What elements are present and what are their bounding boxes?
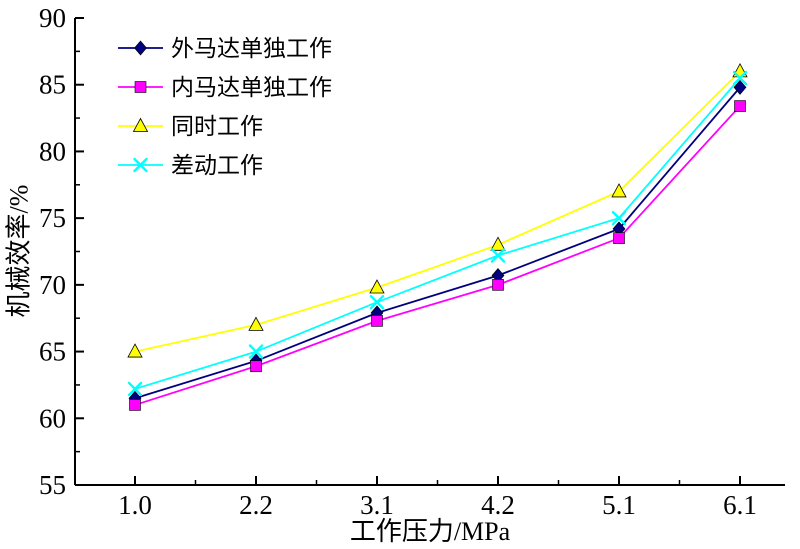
square-marker-icon (492, 279, 504, 291)
legend-item: 外马达单独工作 (118, 36, 332, 61)
square-marker-icon (734, 100, 746, 112)
legend-item: 同时工作 (118, 114, 263, 139)
y-tick-label: 75 (39, 203, 66, 233)
x-tick-label: 5.1 (602, 490, 636, 520)
series-line (134, 77, 741, 390)
triangle-marker-icon (127, 343, 143, 358)
legend-label: 同时工作 (171, 114, 263, 139)
series-line (134, 86, 741, 400)
series-triangle (127, 63, 748, 358)
x-tick-label: 6.1 (723, 490, 757, 520)
legend-item: 差动工作 (118, 153, 263, 178)
triangle-marker-icon (132, 117, 149, 132)
x-axis-title: 工作压力/MPa (349, 517, 511, 546)
y-tick-label: 90 (39, 3, 66, 33)
x-marker-icon (127, 381, 143, 397)
square-marker-icon (371, 315, 383, 327)
x-tick-label: 2.2 (239, 490, 273, 520)
y-tick-label: 55 (39, 470, 66, 500)
legend-item: 内马达单独工作 (118, 75, 332, 100)
triangle-marker-icon (611, 183, 627, 198)
x-marker-icon (248, 344, 264, 359)
y-tick-label: 85 (39, 70, 66, 100)
y-tick-label: 65 (39, 337, 66, 367)
series-line (134, 70, 741, 353)
diamond-marker-icon (134, 40, 147, 56)
x-marker-icon (611, 210, 627, 226)
y-tick-label: 80 (39, 136, 66, 166)
x-tick-label: 4.2 (481, 490, 515, 520)
x-marker-icon (133, 157, 148, 173)
series-square (129, 100, 746, 411)
x-tick-label: 3.1 (360, 490, 394, 520)
diamond-marker-icon (733, 79, 747, 95)
square-marker-icon (613, 232, 625, 244)
triangle-marker-icon (248, 316, 264, 331)
x-marker-icon (490, 248, 506, 263)
x-tick-label: 1.0 (118, 490, 152, 520)
series-x (127, 70, 748, 397)
x-marker-icon (369, 295, 385, 310)
legend-label: 外马达单独工作 (171, 36, 332, 61)
square-marker-icon (129, 399, 141, 411)
triangle-marker-icon (369, 279, 385, 294)
y-axis-title: 机械效率/% (4, 184, 34, 318)
y-tick-label: 60 (39, 403, 66, 433)
square-marker-icon (134, 81, 147, 93)
triangle-marker-icon (490, 236, 506, 251)
series-line (134, 105, 741, 406)
legend-label: 内马达单独工作 (171, 75, 332, 100)
x-marker-icon (732, 70, 748, 86)
legend-label: 差动工作 (171, 153, 263, 178)
square-marker-icon (250, 360, 262, 373)
y-tick-label: 70 (39, 270, 66, 300)
